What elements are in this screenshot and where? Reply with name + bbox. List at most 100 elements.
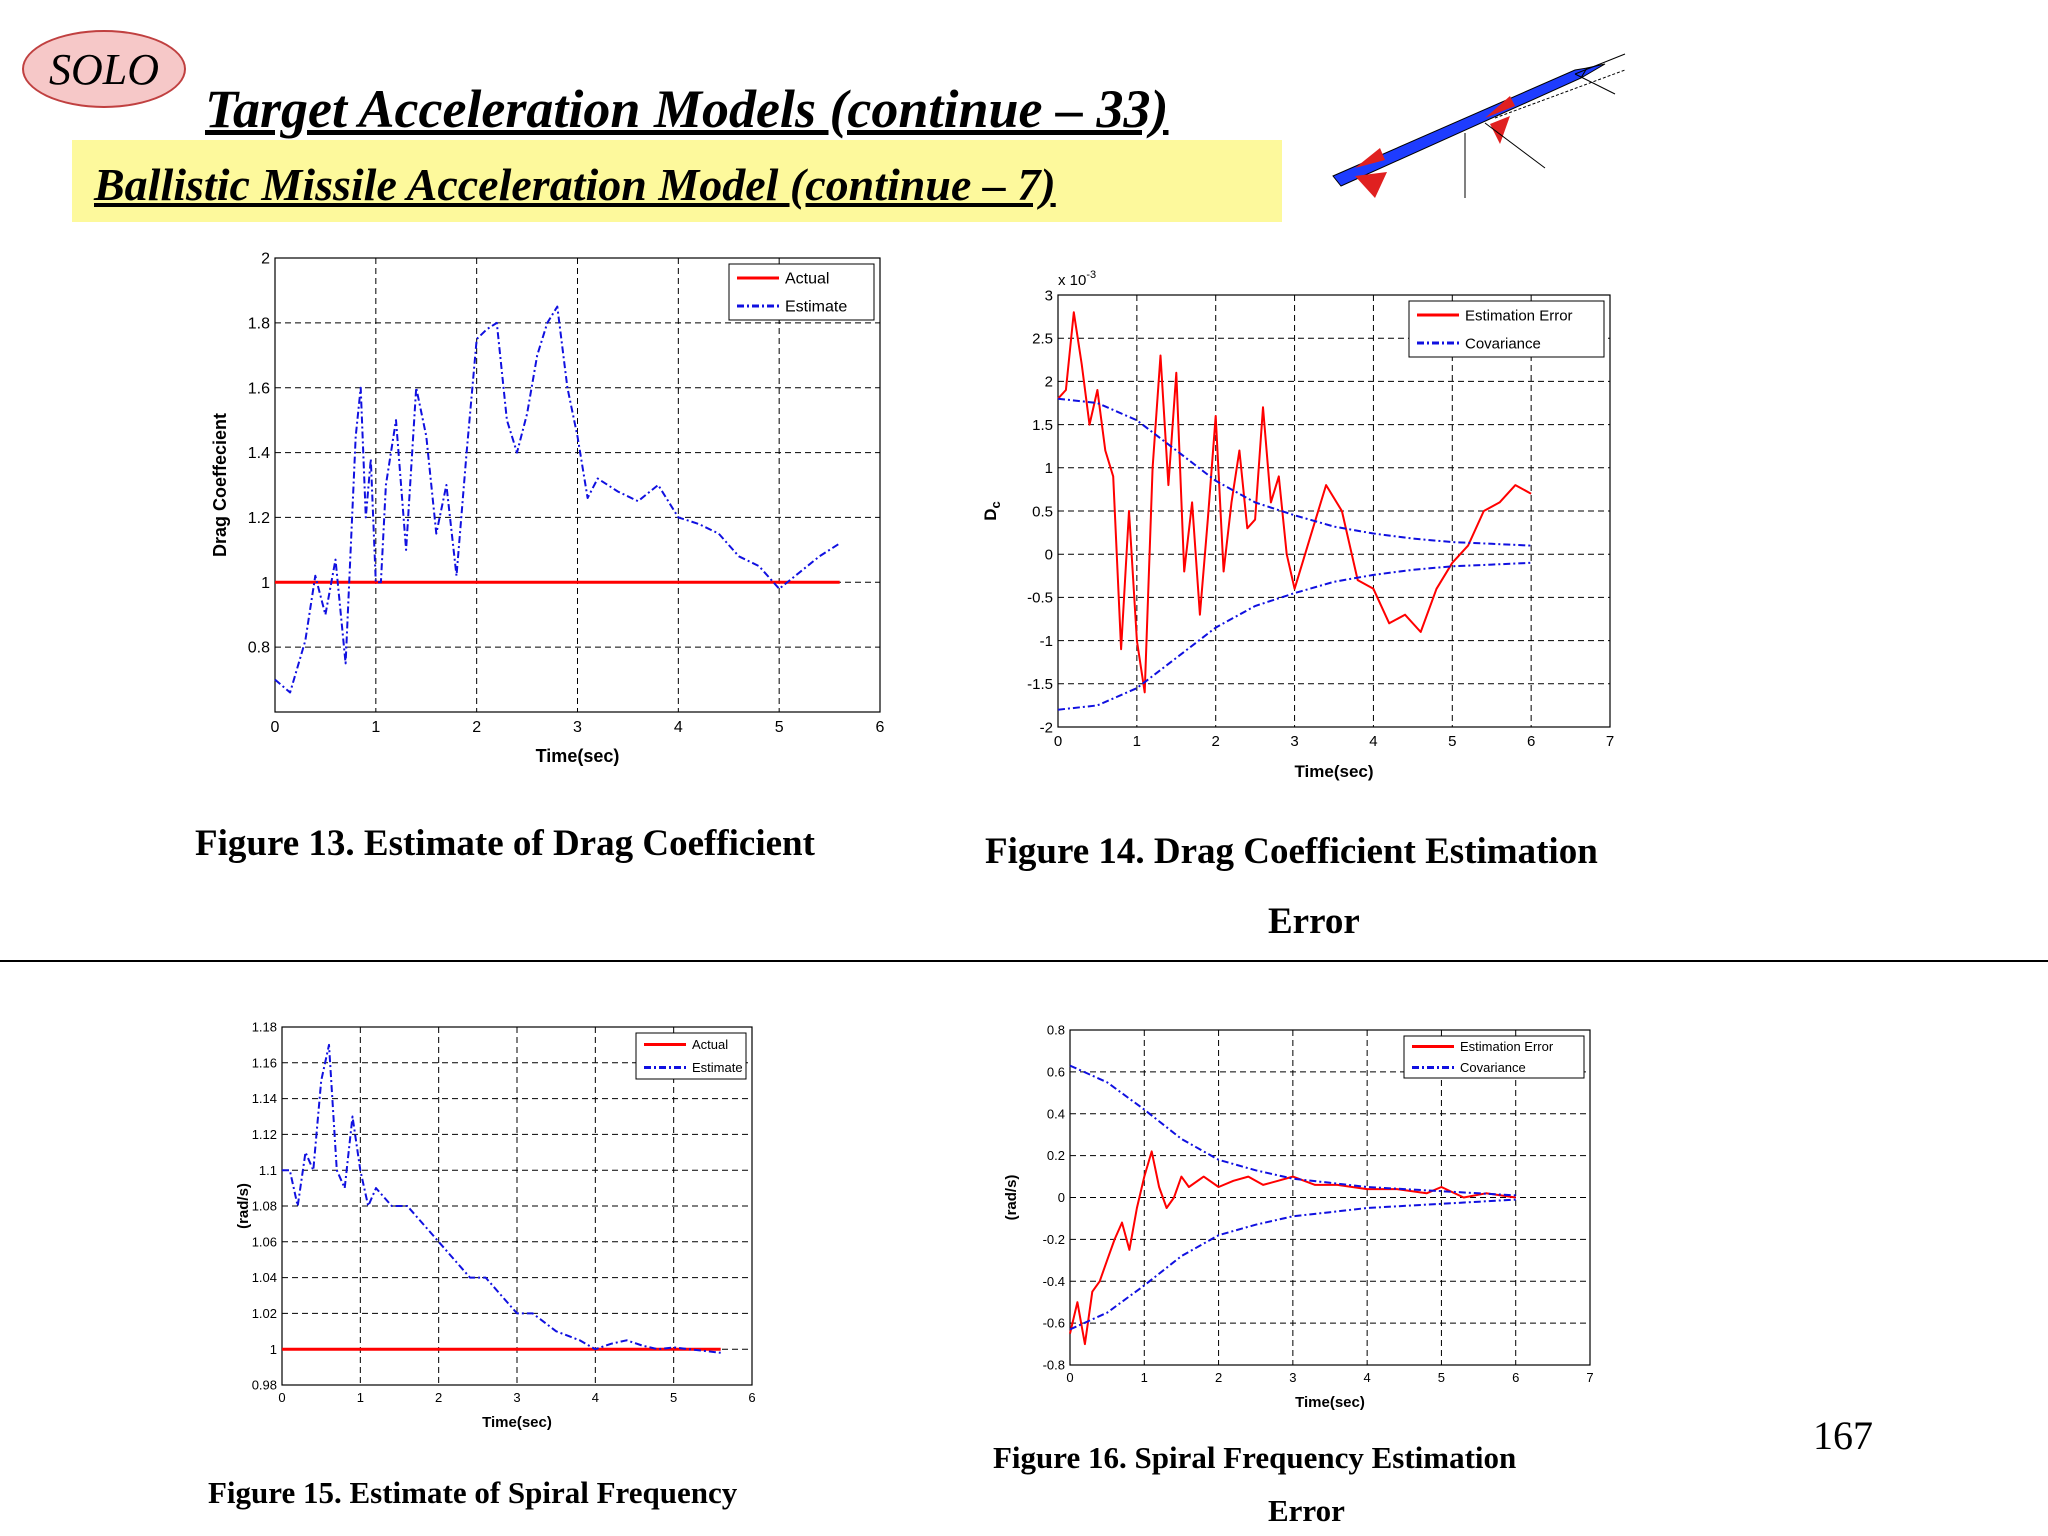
fig13-ytick-label: 1.8	[248, 315, 270, 332]
fig13-xtick-label: 2	[472, 719, 481, 736]
fig16-svg: 0 1 2 3 4 5 6 7 -0.8 -0.6 -0.4 -0.2 0 0.2 0.4 0.6 0.8 Tim…	[1003, 1023, 1594, 1411]
fig13-xlabel: Time(sec)	[536, 746, 620, 766]
fig16-ytick-label: -0.2	[1043, 1232, 1065, 1247]
fig14-xtick-label: 6	[1527, 733, 1535, 750]
fig14-ytick-label: 2.5	[1032, 330, 1053, 347]
fig14-ytick-label: 2	[1045, 374, 1053, 391]
fig14-ytick-label: 0.5	[1032, 503, 1053, 520]
fig13-ytick-label: 1.4	[248, 445, 270, 462]
fig13-ytick-label: 1.6	[248, 380, 270, 397]
caption-fig15: Figure 15. Estimate of Spiral Frequency	[208, 1475, 738, 1510]
subtitle-highlight	[72, 140, 1282, 222]
fig13-ytick-label: 1.2	[248, 510, 270, 527]
fig13-legend-label: Estimate	[785, 299, 847, 316]
fig15-ytick-label: 1.18	[252, 1020, 277, 1035]
fig14-series-estimation-error	[1057, 311, 1532, 694]
caption-fig13: Figure 13. Estimate of Drag Coefficient	[195, 823, 815, 864]
fig14-ytick-label: 3	[1045, 287, 1053, 304]
fig16-legend-label: Covariance	[1460, 1060, 1526, 1075]
chart-fig16: 0 1 2 3 4 5 6 7 -0.8 -0.6 -0.4 -0.2 0 0.2 0.4 0.6 0.8 Tim…	[1000, 1020, 1600, 1420]
fig14-xtick-label: 2	[1212, 733, 1220, 750]
missile-diagram	[1332, 53, 1626, 198]
caption-fig16-line2: Error	[1268, 1493, 1345, 1528]
missile-icon	[1332, 53, 1626, 198]
fig15-legend-label: Actual	[692, 1037, 728, 1052]
section-divider	[0, 960, 2048, 962]
fig15-ytick-label: 0.98	[252, 1378, 277, 1393]
fig16-xtick-label: 7	[1586, 1370, 1593, 1385]
fig14-legend	[1408, 300, 1605, 358]
fig16-xtick-label: 3	[1289, 1370, 1296, 1385]
fig13-ytick-label: 0.8	[248, 640, 270, 657]
fig15-ytick-label: 1.04	[252, 1270, 277, 1285]
fig13-legend	[728, 263, 875, 321]
fig14-ylabel: Dc	[981, 501, 1003, 521]
chart-fig14: 0 1 2 3 4 5 6 7 -2 -1.5 -1 -0.5 0 0.5 1 1.5 2 2.5 3 Time(se…	[980, 265, 1620, 790]
fig14-xtick-label: 5	[1448, 733, 1456, 750]
fig15-xlabel: Time(sec)	[482, 1414, 552, 1431]
fig15-xtick-label: 5	[670, 1390, 677, 1405]
fig13-xtick-label: 6	[876, 719, 885, 736]
fig13-xtick-label: 4	[674, 719, 683, 736]
fig14-xtick-label: 4	[1369, 733, 1377, 750]
fig16-xtick-label: 0	[1066, 1370, 1073, 1385]
fig13-xtick-label: 5	[775, 719, 784, 736]
fig15-ylabel: (rad/s)	[235, 1183, 252, 1229]
fig15-xtick-label: 3	[513, 1390, 520, 1405]
fig13-ylabel: Drag Coeffecient	[210, 413, 230, 557]
fig16-ylabel: (rad/s)	[1003, 1175, 1020, 1221]
fig14-ytick-label: 1.5	[1032, 417, 1053, 434]
slide-title: Target Acceleration Models (continue – 3…	[205, 79, 1169, 139]
fig14-xlabel: Time(sec)	[1294, 762, 1373, 781]
fig16-xtick-label: 1	[1141, 1370, 1148, 1385]
fig14-ytick-label: -2	[1040, 719, 1053, 736]
fig16-legend	[1403, 1035, 1585, 1079]
fig15-xtick-label: 1	[357, 1390, 364, 1405]
fig15-ytick-label: 1.1	[259, 1163, 277, 1178]
chart-fig13: 0 1 2 3 4 5 6 0.8 1 1.2 1.4 1.6 1.8 2 Time(sec) Drag Co…	[210, 240, 890, 775]
fig16-ytick-label: 0.4	[1047, 1106, 1065, 1121]
fig16-series-covariance-lower	[1069, 1198, 1516, 1331]
fig15-ytick-label: 1.16	[252, 1055, 277, 1070]
fig15-xtick-label: 6	[748, 1390, 755, 1405]
fig14-ytick-label: -0.5	[1027, 590, 1053, 607]
fig13-legend-label: Actual	[785, 271, 829, 288]
chart-fig15: 0 1 2 3 4 5 6 0.98 1 1.02 1.04 1.06 1.08 1.1 1.12 1.14 1…	[232, 1015, 762, 1440]
caption-fig16-line1: Figure 16. Spiral Frequency Estimation	[993, 1440, 1517, 1475]
page-number: 167	[1813, 1413, 1873, 1458]
fig16-xtick-label: 2	[1215, 1370, 1222, 1385]
fig16-ytick-label: 0.6	[1047, 1064, 1065, 1079]
fig15-ytick-label: 1.06	[252, 1234, 277, 1249]
fig15-xtick-label: 4	[592, 1390, 599, 1405]
fig14-xtick-label: 1	[1133, 733, 1141, 750]
fig15-ytick-label: 1.14	[252, 1091, 277, 1106]
fig15-ytick-label: 1.02	[252, 1306, 277, 1321]
fig14-xtick-label: 0	[1054, 733, 1062, 750]
fig14-ytick-label: -1.5	[1027, 676, 1053, 693]
fig16-xlabel: Time(sec)	[1295, 1394, 1365, 1411]
caption-fig14-line1: Figure 14. Drag Coefficient Estimation	[985, 831, 1598, 872]
fig15-legend	[635, 1032, 747, 1080]
fig13-ytick-label: 2	[261, 251, 270, 268]
fig16-xtick-label: 4	[1364, 1370, 1371, 1385]
fig14-ytick-label: -1	[1040, 633, 1053, 650]
fig15-xtick-label: 0	[278, 1390, 285, 1405]
fig13-xtick-label: 0	[271, 719, 280, 736]
fig16-xtick-label: 6	[1512, 1370, 1519, 1385]
fig15-series-estimate	[282, 1043, 721, 1354]
fig16-xtick-label: 5	[1438, 1370, 1445, 1385]
fig16-ytick-label: -0.6	[1043, 1316, 1065, 1331]
fig15-legend-label: Estimate	[692, 1060, 743, 1075]
caption-fig14-line2: Error	[1268, 901, 1360, 942]
fig15-xtick-label: 2	[435, 1390, 442, 1405]
fig14-svg: 0 1 2 3 4 5 6 7 -2 -1.5 -1 -0.5 0 0.5 1 1.5 2 2.5 3 Time(se…	[981, 269, 1614, 781]
fig16-ytick-label: 0.8	[1047, 1023, 1065, 1038]
fig14-axis-multiplier: x 10-3	[1058, 269, 1096, 289]
solo-badge-label: SOLO	[48, 44, 160, 94]
fig16-ytick-label: 0	[1058, 1190, 1065, 1205]
fig13-xtick-label: 3	[573, 719, 582, 736]
fig15-svg: 0 1 2 3 4 5 6 0.98 1 1.02 1.04 1.06 1.08 1.1 1.12 1.14 1…	[235, 1020, 756, 1431]
fig16-ytick-label: -0.8	[1043, 1358, 1065, 1373]
fig15-ytick-label: 1.08	[252, 1199, 277, 1214]
fig14-xtick-label: 3	[1290, 733, 1298, 750]
